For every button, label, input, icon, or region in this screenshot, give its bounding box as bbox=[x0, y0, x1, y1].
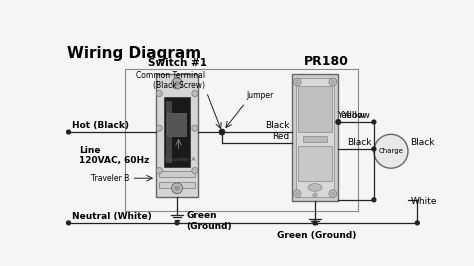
Text: Charge: Charge bbox=[379, 148, 403, 154]
Text: Traveler A: Traveler A bbox=[164, 157, 195, 163]
Bar bbox=[298, 86, 332, 132]
Bar bbox=[296, 78, 334, 197]
Text: Switch #1: Switch #1 bbox=[147, 58, 207, 68]
Text: Jumper: Jumper bbox=[247, 91, 274, 100]
Text: Hot (Black): Hot (Black) bbox=[72, 121, 128, 130]
Circle shape bbox=[336, 120, 341, 124]
Circle shape bbox=[192, 125, 198, 131]
Text: Yellow: Yellow bbox=[342, 111, 370, 120]
Bar bbox=[292, 74, 338, 201]
Bar bbox=[303, 136, 327, 142]
Circle shape bbox=[296, 192, 299, 195]
Text: Red: Red bbox=[272, 132, 290, 141]
Circle shape bbox=[67, 130, 71, 134]
Circle shape bbox=[296, 80, 299, 84]
Bar bbox=[164, 97, 190, 167]
Circle shape bbox=[156, 167, 162, 174]
Text: Neutral (White): Neutral (White) bbox=[72, 211, 151, 221]
Circle shape bbox=[415, 221, 419, 225]
Bar bbox=[125, 69, 357, 211]
Text: Line
120VAC, 60Hz: Line 120VAC, 60Hz bbox=[79, 146, 149, 165]
Circle shape bbox=[329, 190, 337, 197]
Text: Wiring Diagram: Wiring Diagram bbox=[67, 46, 201, 61]
Bar bbox=[298, 146, 332, 181]
Text: Green
(Ground): Green (Ground) bbox=[186, 211, 232, 231]
Circle shape bbox=[67, 221, 71, 225]
Text: Traveler B: Traveler B bbox=[91, 174, 129, 183]
Text: Green (Ground): Green (Ground) bbox=[277, 231, 356, 240]
Circle shape bbox=[192, 167, 198, 174]
Circle shape bbox=[175, 186, 179, 190]
Circle shape bbox=[156, 90, 162, 97]
Circle shape bbox=[293, 78, 301, 86]
Circle shape bbox=[172, 78, 182, 89]
Text: White: White bbox=[410, 197, 437, 206]
Circle shape bbox=[372, 120, 376, 124]
Circle shape bbox=[293, 190, 301, 197]
Circle shape bbox=[331, 192, 334, 195]
Text: Common Terminal
(Black Screw): Common Terminal (Black Screw) bbox=[136, 71, 205, 90]
Text: PR180: PR180 bbox=[304, 55, 349, 68]
Bar bbox=[166, 101, 173, 163]
Text: Black: Black bbox=[265, 122, 290, 131]
Bar bbox=[159, 182, 195, 188]
Circle shape bbox=[374, 134, 408, 168]
Circle shape bbox=[329, 78, 337, 86]
Circle shape bbox=[175, 81, 179, 86]
Circle shape bbox=[175, 221, 179, 225]
Bar bbox=[159, 171, 195, 177]
Circle shape bbox=[172, 183, 182, 194]
Text: Black: Black bbox=[410, 138, 435, 147]
Circle shape bbox=[156, 125, 162, 131]
Circle shape bbox=[372, 198, 376, 202]
Circle shape bbox=[331, 80, 334, 84]
Text: Black: Black bbox=[347, 138, 372, 147]
Circle shape bbox=[372, 147, 376, 151]
Circle shape bbox=[219, 129, 225, 135]
Bar bbox=[167, 113, 186, 136]
Circle shape bbox=[192, 90, 198, 97]
Bar bbox=[156, 74, 198, 197]
Circle shape bbox=[313, 221, 317, 225]
Text: Yellow: Yellow bbox=[337, 111, 365, 120]
Circle shape bbox=[313, 193, 317, 197]
Ellipse shape bbox=[308, 184, 322, 191]
